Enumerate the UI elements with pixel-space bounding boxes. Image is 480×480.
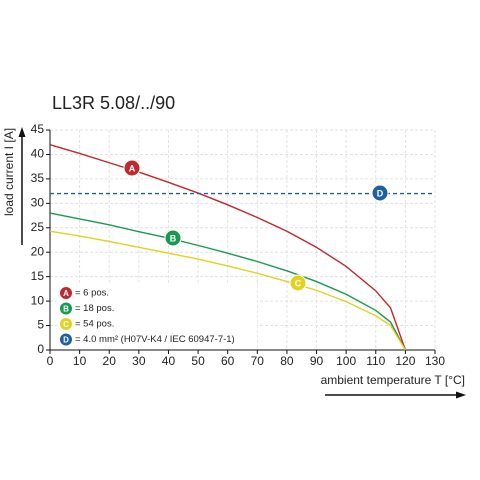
y-tick-label: 40 xyxy=(31,147,45,161)
y-tick-label: 30 xyxy=(31,196,45,210)
x-tick-label: 80 xyxy=(280,354,294,368)
x-axis-label: ambient temperature T [°C] xyxy=(321,373,465,387)
x-tick-label: 70 xyxy=(251,354,265,368)
legend-marker xyxy=(60,318,72,330)
series-marker-label: B xyxy=(170,233,177,243)
legend-label: = 18 pos. xyxy=(75,303,114,314)
legend-label: = 6 pos. xyxy=(75,288,109,299)
y-arrow-head xyxy=(18,127,26,137)
y-tick-label: 20 xyxy=(31,244,45,258)
legend-marker xyxy=(60,333,72,346)
x-tick-label: 130 xyxy=(425,354,445,368)
series-marker xyxy=(289,274,307,292)
y-tick-label: 15 xyxy=(31,269,45,283)
series-line xyxy=(49,143,407,351)
y-tick-label: 0 xyxy=(37,342,44,356)
x-tick-label: 110 xyxy=(366,354,385,368)
series-marker-label: A xyxy=(129,163,136,173)
x-tick-label: 50 xyxy=(191,354,205,368)
y-axis-label: load current I [A] xyxy=(2,128,16,216)
y-tick-label: 5 xyxy=(37,318,44,332)
series-marker xyxy=(371,184,389,202)
legend-marker xyxy=(60,302,72,315)
x-tick-label: 20 xyxy=(103,354,117,368)
legend-label: = 54 pos. xyxy=(75,319,114,330)
series-marker xyxy=(123,159,141,177)
chart-title: LL3R 5.08/../90 xyxy=(52,93,175,113)
x-tick-label: 0 xyxy=(47,354,54,368)
legend-marker-label: D xyxy=(63,336,69,345)
x-tick-label: 60 xyxy=(221,354,235,368)
x-tick-label: 30 xyxy=(132,354,146,368)
x-tick-label: 40 xyxy=(162,354,176,368)
y-tick-label: 35 xyxy=(31,171,45,185)
legend-marker xyxy=(60,287,72,299)
series-line xyxy=(49,212,407,351)
y-tick-label: 45 xyxy=(31,122,45,136)
legend-marker-label: C xyxy=(63,320,69,329)
series-marker-label: C xyxy=(295,278,302,288)
series-line xyxy=(49,230,406,351)
x-tick-label: 120 xyxy=(395,354,415,368)
series-marker xyxy=(164,229,182,247)
x-tick-label: 100 xyxy=(336,354,356,368)
series-marker-label: D xyxy=(377,188,384,198)
y-tick-label: 25 xyxy=(31,220,45,234)
legend-box xyxy=(57,284,257,348)
legend-marker-label: A xyxy=(63,289,69,298)
x-arrow-head xyxy=(456,391,466,399)
x-tick-label: 10 xyxy=(73,354,87,368)
legend-marker-label: B xyxy=(63,305,69,314)
legend-label: = 4.0 mm² (H07V-K4 / IEC 60947-7-1) xyxy=(75,334,235,345)
y-tick-label: 10 xyxy=(31,293,45,307)
x-tick-label: 90 xyxy=(310,354,324,368)
